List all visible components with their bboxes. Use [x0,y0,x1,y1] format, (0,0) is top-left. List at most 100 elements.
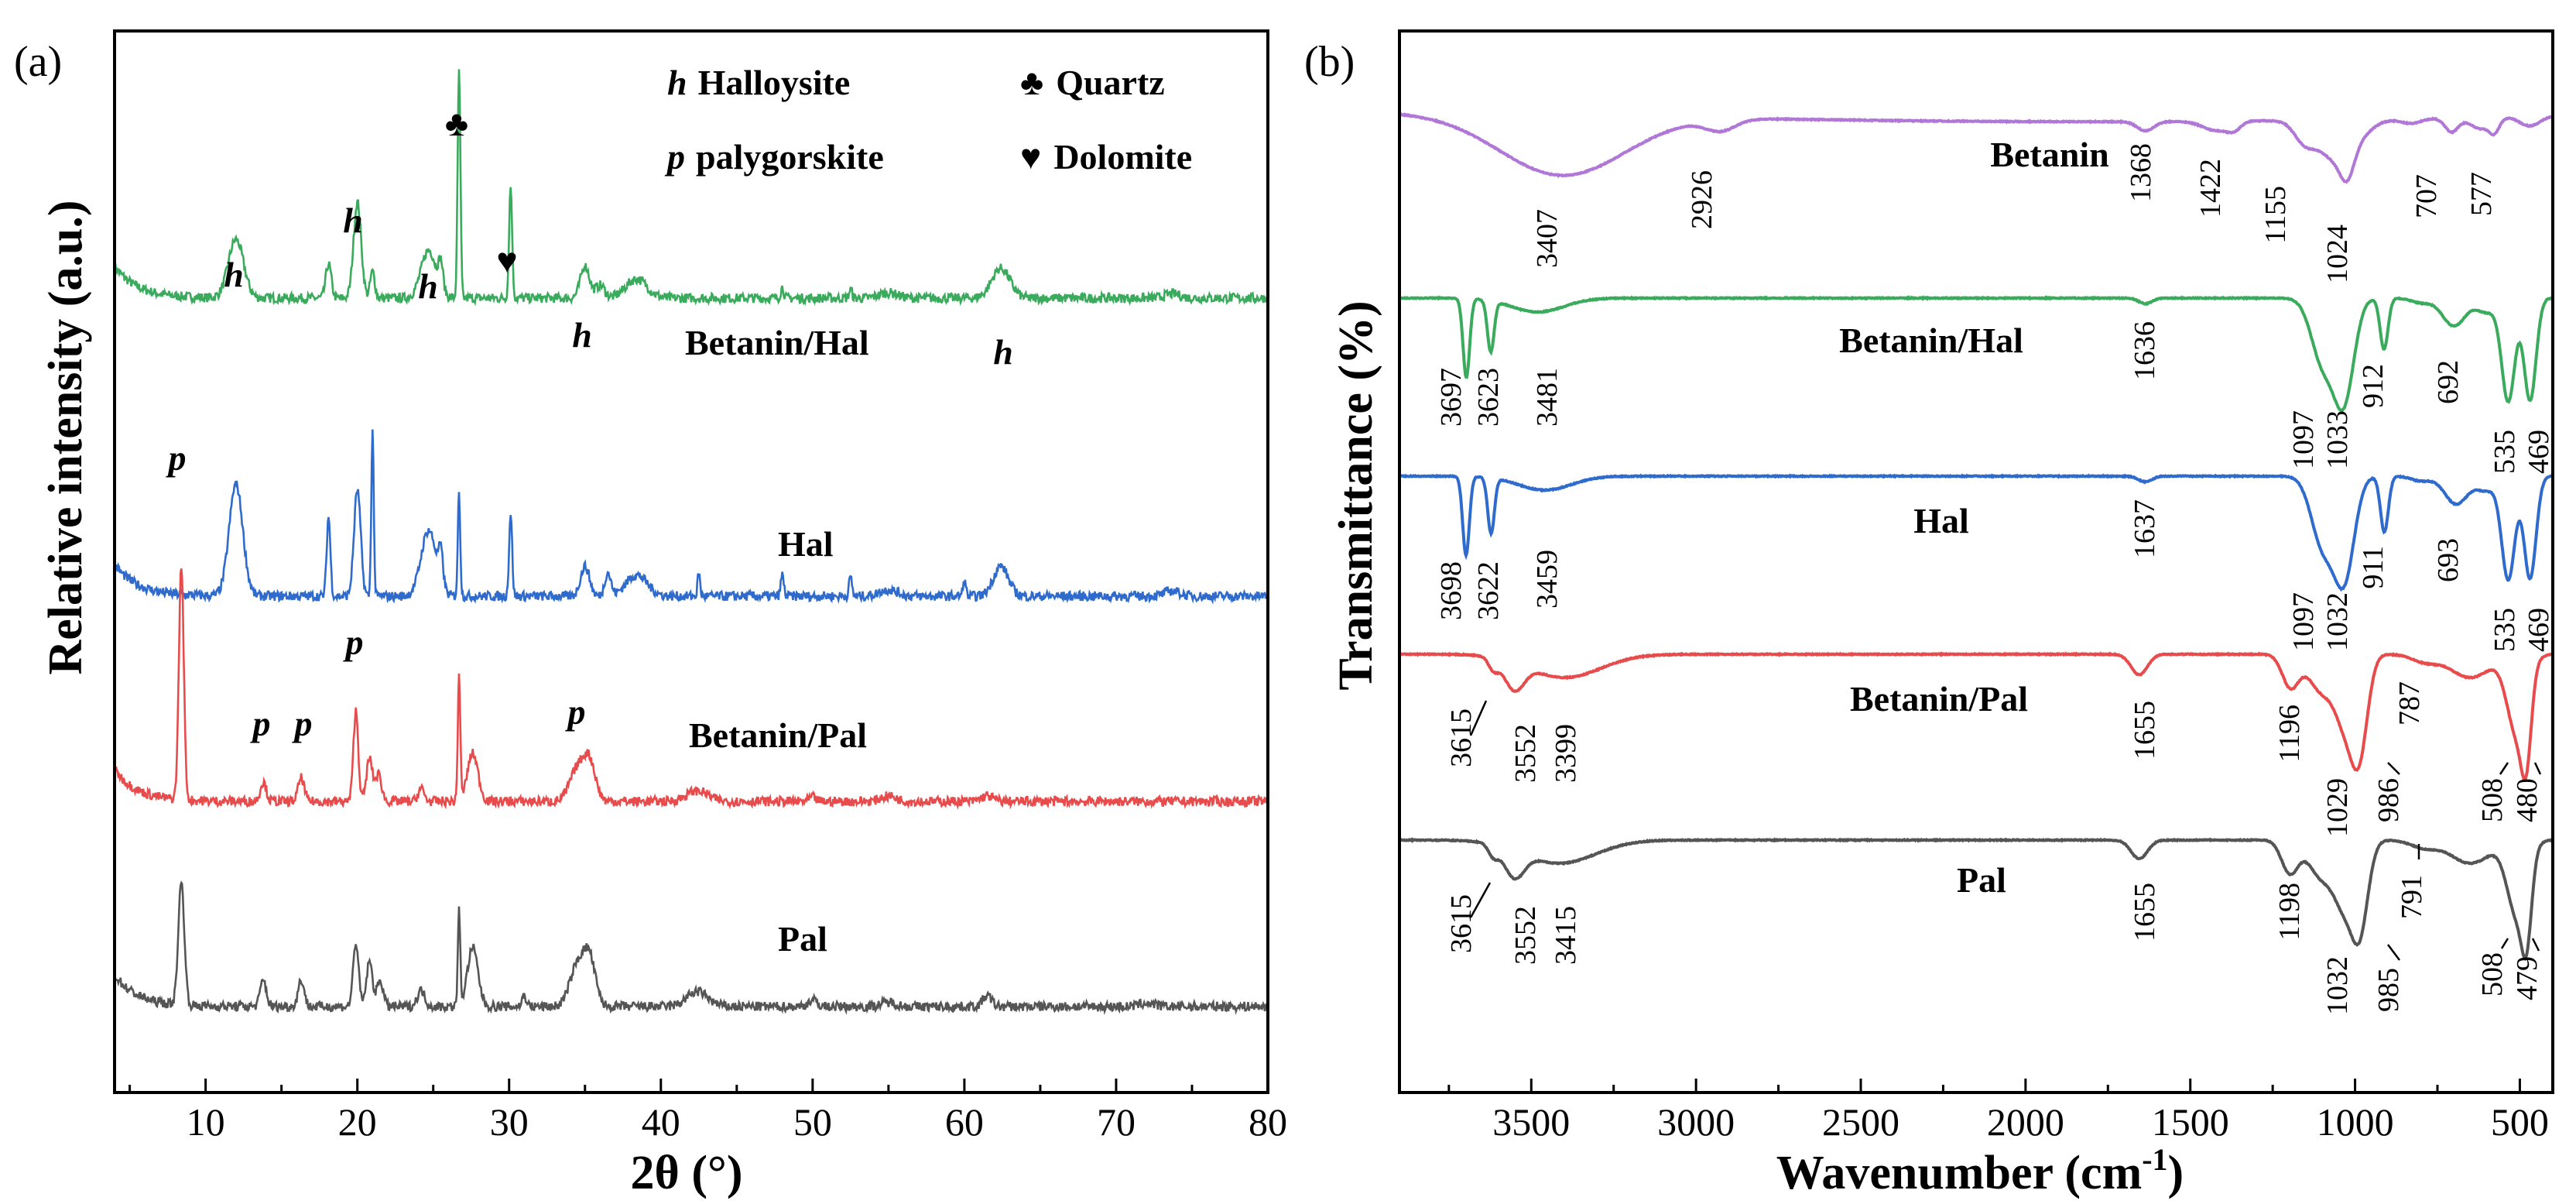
pal-band-labels: 3615 3552 3415 1655 1198 1032 985 791 50… [1445,875,2543,1015]
band-label: 535 [2489,608,2521,652]
band-label: 1655 [2129,883,2161,942]
ftir-series-hal [1399,473,2554,592]
ftir-series-label-betanin-hal: Betanin/Hal [1839,321,2023,360]
peak-mark-h-24: h [418,266,438,306]
band-label: 912 [2357,364,2389,408]
x-tick-label: 3500 [1492,1100,1570,1144]
panel-a-y-axis-title: Relative intensity (a.u.) [39,200,92,674]
band-label: 787 [2393,681,2426,725]
band-label: 577 [2465,172,2498,216]
panel-a-x-ticks: 10 20 30 40 50 60 70 80 [128,1079,1287,1144]
panel-a-legend: h Halloysite p palygorskite ♣ Quartz ♥ Dolom… [664,63,1192,177]
legend-label-quartz: Quartz [1056,63,1165,102]
band-label: 1032 [2321,592,2354,651]
band-label: 1196 [2273,705,2306,763]
band-label: 479 [2511,956,2543,1000]
peak-mark-p-20: p [343,623,364,662]
legend-item-dolomite: ♥ Dolomite [1020,137,1192,177]
legend-item-halloysite: h Halloysite [667,63,850,102]
band-label: 692 [2432,360,2465,404]
arrow-3615-pal [1469,882,1492,918]
x-tick-label: 60 [945,1100,984,1144]
xrd-series-betanin-hal [113,69,1269,307]
panel-a-plot-area [113,69,1269,1015]
series-label-pal: Pal [778,919,827,959]
x-tick-label: 3000 [1657,1100,1735,1144]
arrow-508-pal [2500,938,2509,949]
dolomite-heart-icon: ♥ [1020,137,1041,177]
ftir-series-label-betanin: Betanin [1990,135,2108,174]
band-label: 1033 [2321,410,2354,469]
betanin-hal-band-labels: 3697 3623 3481 1636 1097 1033 912 692 53… [1435,321,2555,474]
band-label: 1029 [2321,778,2354,837]
band-label: 3615 [1445,708,1478,767]
panel-b-x-axis-title: Wavenumber (cm-1) [1776,1142,2184,1199]
peak-mark-p-8: p [166,438,187,478]
panel-a-frame [113,29,1269,1094]
x-tick-label: 40 [642,1100,680,1144]
band-label: 3622 [1472,561,1505,620]
band-label: 469 [2523,608,2555,652]
arrow-3615-betanin-pal [1469,700,1488,736]
betanin-pal-band-labels: 3615 3552 3399 1655 1196 1029 986 787 50… [1445,681,2543,837]
xrd-series-pal [113,880,1269,1015]
ftir-series-label-hal: Hal [1913,501,1969,540]
ftir-series-betanin-hal [1399,295,2554,413]
ftir-series-label-betanin-pal: Betanin/Pal [1850,679,2028,719]
panel-b-letter: (b) [1304,38,1355,86]
band-label: 1097 [2287,592,2320,651]
x-tick-label: 1000 [2317,1100,2394,1144]
band-label: 791 [2396,875,2428,919]
x-tick-label: 30 [490,1100,529,1144]
arrow-985-pal [2387,944,2400,961]
band-label: 508 [2476,778,2509,822]
series-label-hal: Hal [778,524,834,564]
peak-mark-p-16: p [292,704,313,743]
series-label-betanin-pal: Betanin/Pal [689,715,867,755]
x-tick-label: 50 [793,1100,832,1144]
panel-b-x-ticks: 3500 3000 2500 2000 1500 1000 500 [1447,1079,2549,1144]
xrd-series-betanin-pal [113,568,1269,811]
hal-band-labels: 3698 3622 3459 1637 1097 1032 911 693 53… [1435,499,2555,652]
series-label-betanin-hal: Betanin/Hal [685,323,869,362]
band-label: 911 [2357,546,2389,589]
legend-item-palygorskite: p palygorskite [664,137,884,177]
panel-a: (a) Relative intensity (a.u.) 2θ (°) 10 2… [14,29,1287,1199]
band-label: 1422 [2194,159,2227,218]
legend-symbol-h: h [667,63,687,102]
band-label: 707 [2410,174,2443,218]
x-tick-label: 80 [1249,1100,1287,1144]
band-label: 3459 [1531,550,1564,609]
arrow-986-betanin-pal [2387,762,2400,775]
x-tick-label: 10 [187,1100,225,1144]
band-label: 1636 [2129,321,2161,380]
ftir-series-betanin [1399,112,2554,184]
arrow-508-betanin-pal [2499,762,2509,775]
peak-mark-dolomite-30: ♥ [496,241,517,280]
band-label: 3415 [1550,906,1582,965]
band-label: 3698 [1435,561,1468,620]
band-label: 3552 [1509,906,1542,965]
band-label: 3615 [1445,894,1478,953]
legend-label-halloysite: Halloysite [698,63,851,102]
xrd-series-hal [113,429,1269,605]
band-label: 3481 [1531,368,1564,427]
band-label: 3399 [1550,724,1582,783]
band-label: 469 [2523,430,2555,474]
x-tick-label: 20 [338,1100,377,1144]
band-label: 535 [2489,430,2521,474]
peak-mark-quartz-26: ♣ [445,104,468,143]
ftir-series-pal [1398,837,2554,962]
band-label: 986 [2372,778,2405,822]
panel-b-plot-area [1398,112,2554,962]
band-label: 1032 [2321,956,2354,1015]
x-tick-label: 500 [2491,1100,2549,1144]
peak-mark-h-62: h [993,332,1013,372]
x-tick-label: 2500 [1822,1100,1899,1144]
panel-a-letter: (a) [14,38,62,86]
band-label: 1655 [2129,701,2161,760]
panel-b-frame [1398,29,2554,1094]
band-label: 1368 [2125,143,2157,202]
band-label: 985 [2372,968,2405,1012]
